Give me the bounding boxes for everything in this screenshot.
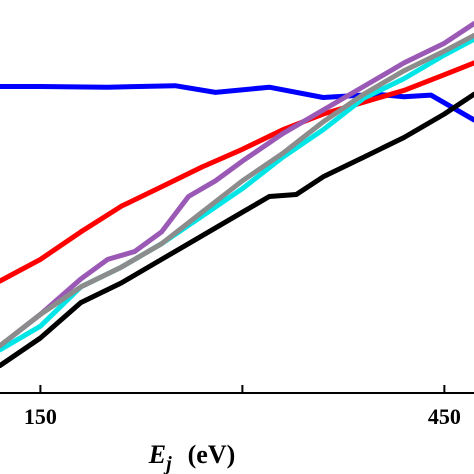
series-line-2 — [0, 60, 474, 284]
x-axis-label-subscript: j — [163, 453, 172, 474]
series-line-5 — [0, 32, 474, 349]
series-line-1 — [0, 83, 474, 123]
series-line-6 — [0, 91, 474, 368]
x-axis-label-unit: (eV) — [188, 440, 236, 469]
series-layer — [0, 21, 474, 368]
x-tick-label-3: 450 — [428, 404, 461, 429]
x-axis-label: Ej (eV) — [148, 440, 236, 474]
x-tick-label-1: 150 — [24, 404, 57, 429]
x-axis-label-symbol: E — [148, 440, 166, 469]
series-line-3 — [0, 21, 474, 349]
x-ticks: 150 450 — [24, 385, 461, 429]
